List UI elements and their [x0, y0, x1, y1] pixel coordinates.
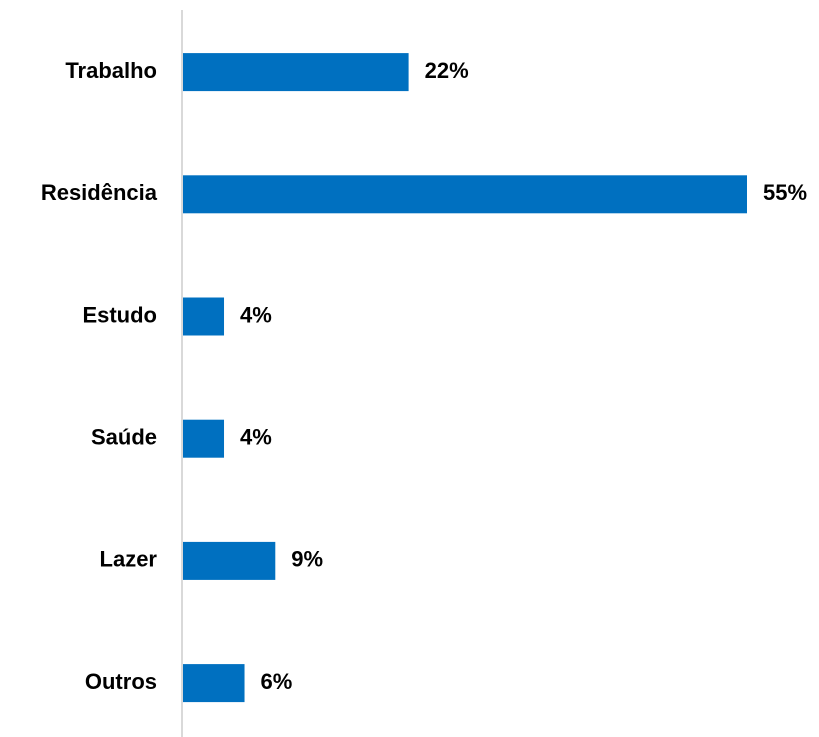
- value-label: 55%: [763, 180, 807, 205]
- bar: [183, 664, 245, 703]
- value-label: 4%: [240, 425, 272, 450]
- bar: [183, 541, 276, 580]
- bar: [183, 175, 747, 214]
- category-label: Lazer: [100, 547, 158, 572]
- bar: [183, 297, 225, 336]
- bar: [183, 53, 409, 92]
- value-label: 4%: [240, 302, 272, 327]
- bar: [183, 419, 225, 458]
- category-label: Residência: [41, 180, 158, 205]
- category-label: Outros: [85, 669, 157, 694]
- category-label: Estudo: [82, 302, 157, 327]
- value-label: 6%: [261, 669, 293, 694]
- value-label: 22%: [425, 58, 469, 83]
- category-label: Saúde: [91, 425, 157, 450]
- value-label: 9%: [291, 547, 323, 572]
- category-label: Trabalho: [65, 58, 157, 83]
